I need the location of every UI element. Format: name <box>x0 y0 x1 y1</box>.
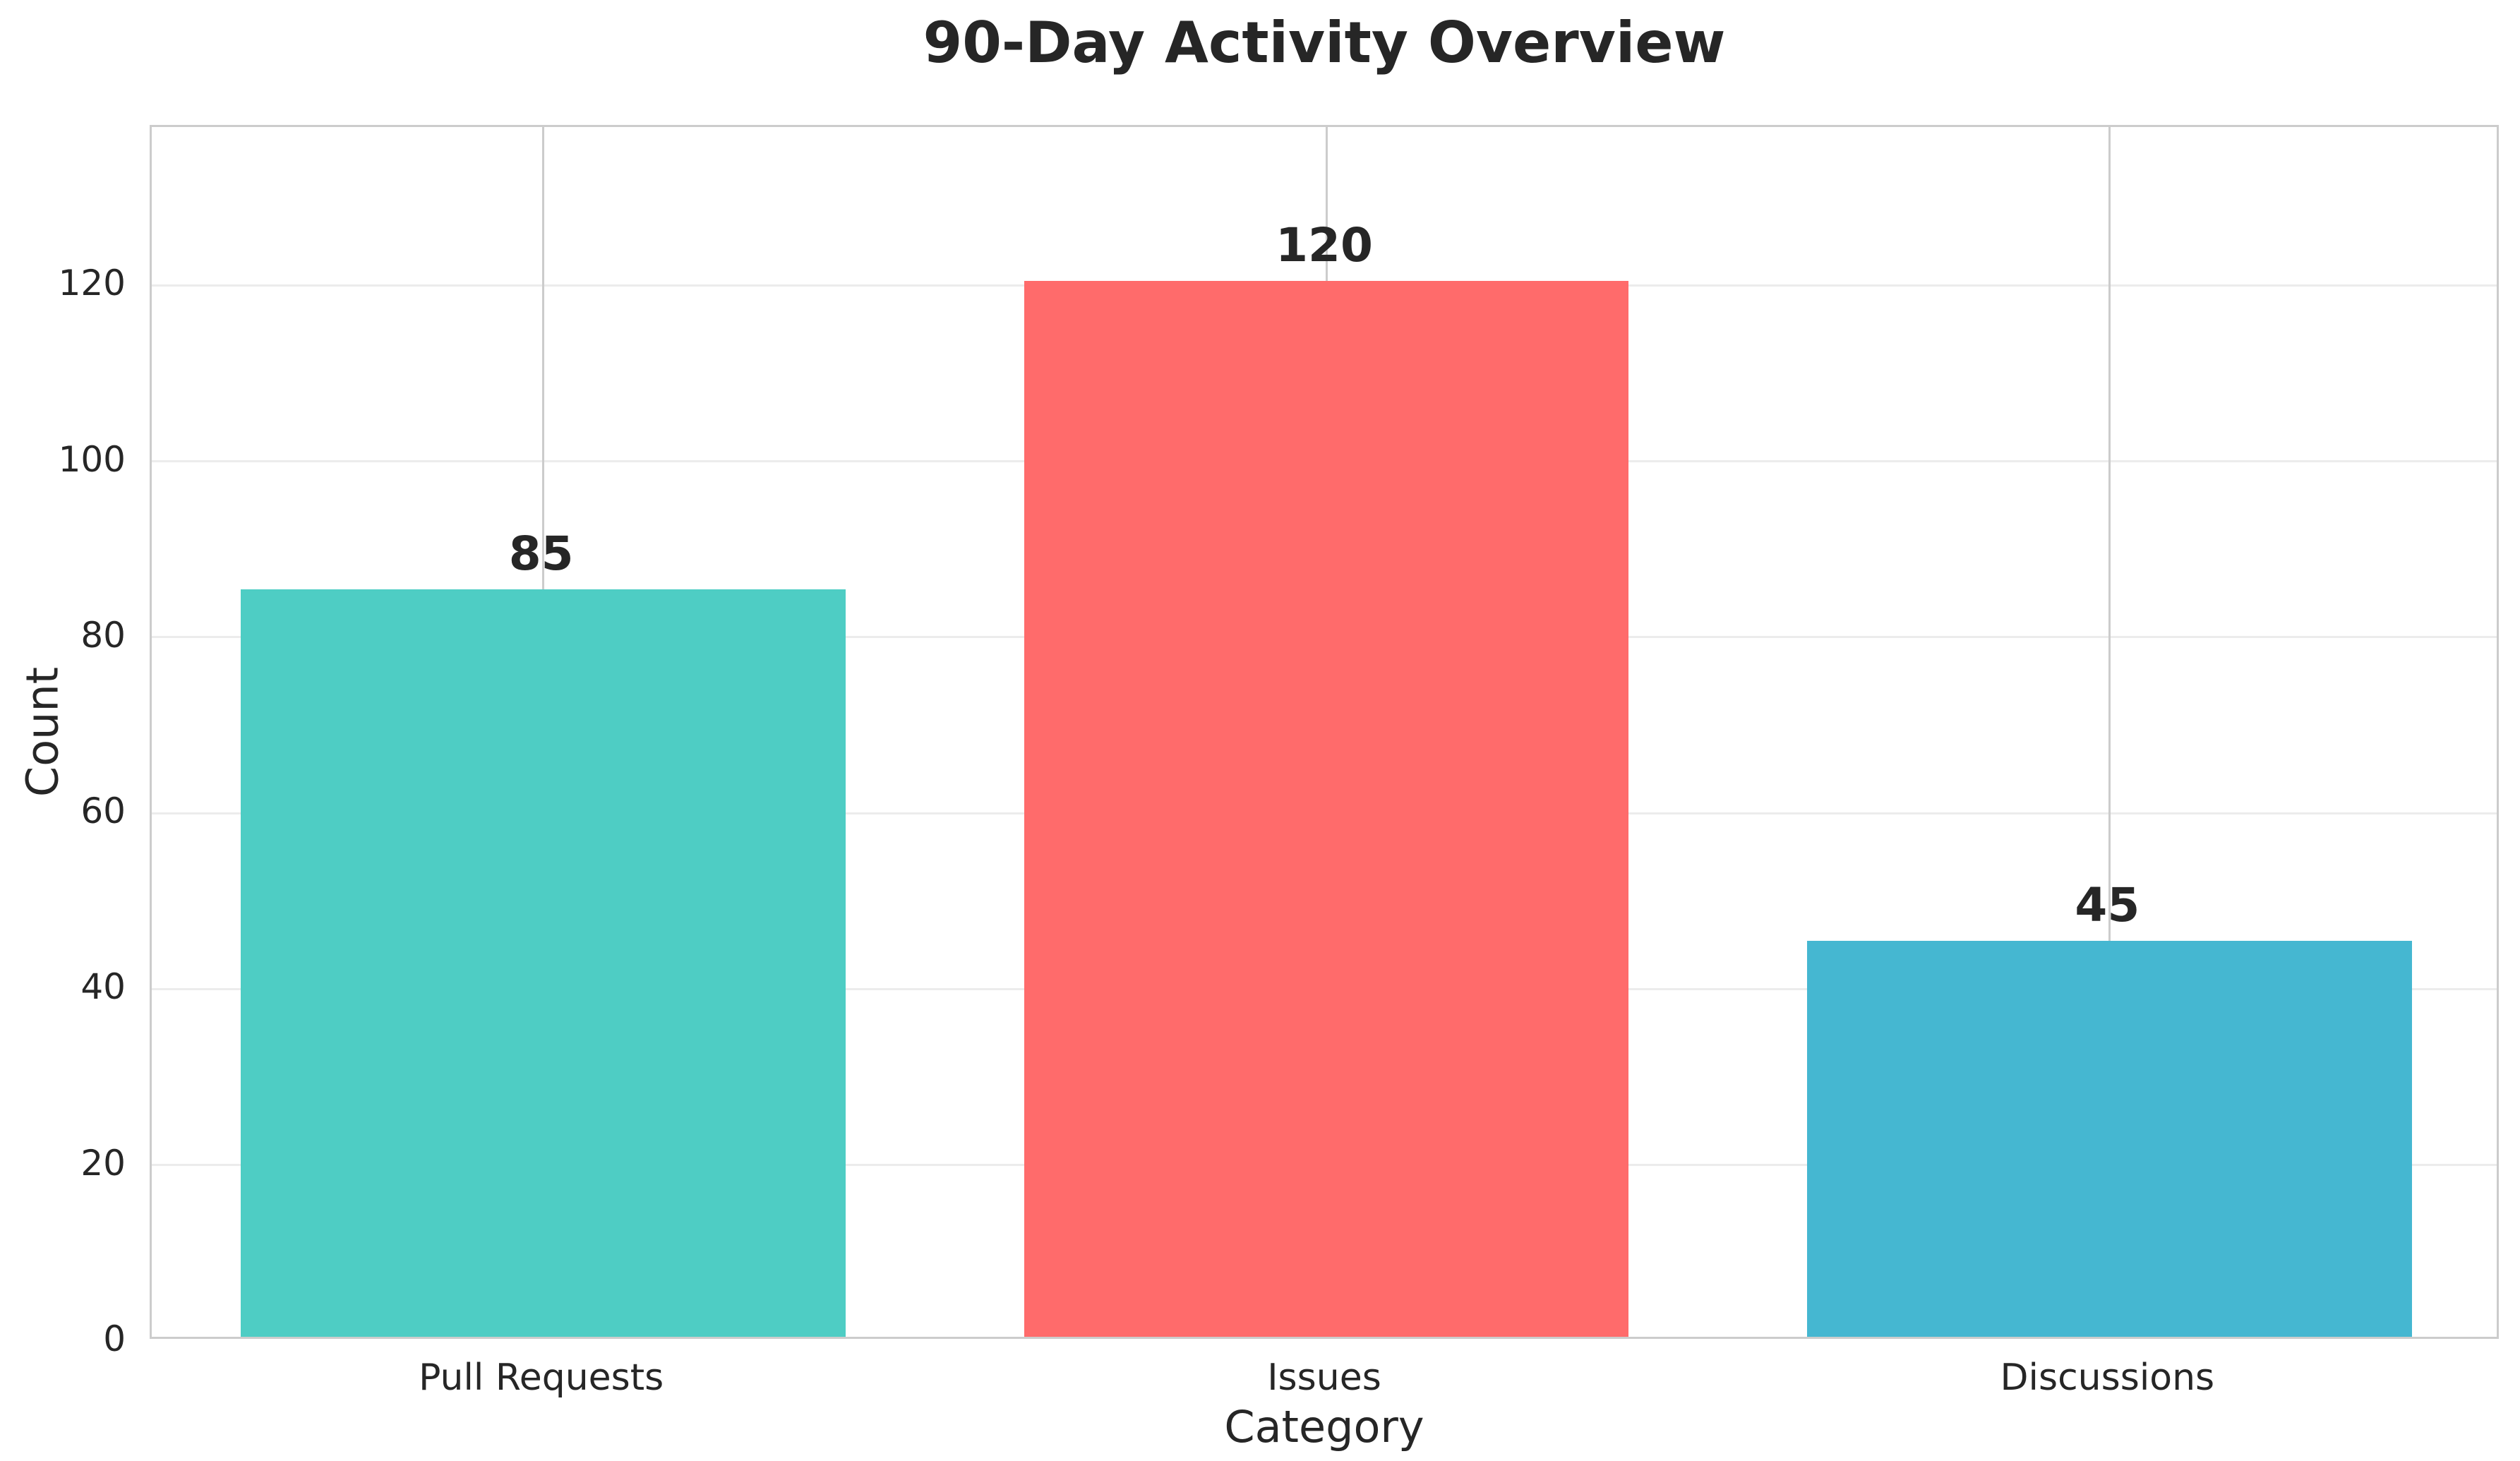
y-tick-label: 120 <box>58 263 126 304</box>
bar-value-label: 85 <box>508 526 574 581</box>
y-tick-label: 0 <box>103 1318 126 1359</box>
bar-pull-requests <box>241 589 846 1337</box>
bar-discussions <box>1806 941 2412 1337</box>
plot-area <box>150 125 2499 1339</box>
x-tick-label: Pull Requests <box>419 1357 664 1399</box>
y-axis-label: Count <box>16 666 68 798</box>
vertical-gridline <box>2108 127 2111 1337</box>
x-tick-label: Issues <box>1267 1357 1381 1399</box>
y-tick-label: 20 <box>80 1142 126 1184</box>
y-tick-label: 80 <box>80 614 126 656</box>
chart-title: 90-Day Activity Overview <box>923 10 1726 76</box>
x-tick-label: Discussions <box>2000 1357 2215 1399</box>
y-tick-label: 40 <box>80 966 126 1008</box>
bar-value-label: 45 <box>2075 878 2140 933</box>
bar-value-label: 120 <box>1276 218 1373 273</box>
y-tick-label: 100 <box>58 438 126 480</box>
x-axis-label: Category <box>1224 1401 1424 1453</box>
bar-issues <box>1024 281 1629 1337</box>
y-tick-label: 60 <box>80 790 126 832</box>
